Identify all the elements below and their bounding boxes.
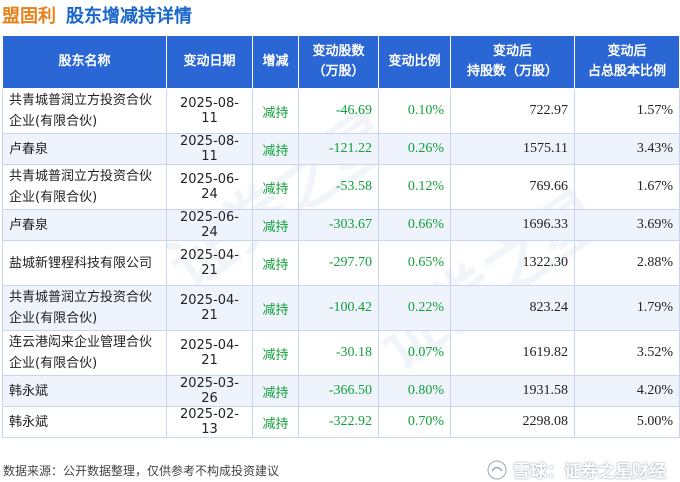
company-name: 盟固利 <box>2 6 56 27</box>
change-direction: 减持 <box>252 406 299 438</box>
changed-shares: -121.22 <box>298 133 379 165</box>
brand-text: 雪球：证券之星财经 <box>513 462 666 482</box>
holding-percentage: 3.52% <box>574 330 680 376</box>
table-row: 连云港闳来企业管理合伙企业(有限合伙) 2025-04-21 减持 -30.18 0.0… <box>2 330 680 376</box>
holdings-change-table: 股东名称 变动日期 增减 变动股数 （万股） 变动比例 变动后 持股数（万股） 变动… <box>2 35 680 438</box>
shares-after: 2298.08 <box>450 406 575 438</box>
change-ratio: 0.66% <box>378 209 451 241</box>
changed-shares: -366.50 <box>298 375 379 407</box>
shares-after: 1322.30 <box>450 240 575 286</box>
table-header-row: 股东名称 变动日期 增减 变动股数 （万股） 变动比例 变动后 持股数（万股） 变动… <box>2 35 680 89</box>
change-ratio: 0.10% <box>378 88 451 134</box>
change-date: 2025-04-21 <box>166 330 253 376</box>
shareholder-name: 卢春泉 <box>2 209 167 241</box>
holding-percentage: 1.67% <box>574 164 680 210</box>
changed-shares: -30.18 <box>298 330 379 376</box>
shareholder-name: 共青城普润立方投资合伙企业(有限合伙) <box>2 285 167 331</box>
change-date: 2025-06-24 <box>166 164 253 210</box>
change-ratio: 0.80% <box>378 375 451 407</box>
change-ratio: 0.12% <box>378 164 451 210</box>
shares-after: 1575.11 <box>450 133 575 165</box>
table-row: 共青城普润立方投资合伙企业(有限合伙) 2025-08-11 减持 -46.69 0.1… <box>2 88 680 134</box>
change-date: 2025-08-11 <box>166 88 253 134</box>
table-row: 共青城普润立方投资合伙企业(有限合伙) 2025-06-24 减持 -53.58 0.1… <box>2 164 680 210</box>
change-date: 2025-04-21 <box>166 285 253 331</box>
shareholder-name: 共青城普润立方投资合伙企业(有限合伙) <box>2 164 167 210</box>
shareholder-name: 盐城新锂程科技有限公司 <box>2 240 167 286</box>
column-header: 增减 <box>252 35 299 89</box>
table-row: 卢春泉 2025-06-24 减持 -303.67 0.66% 1696.33 3.69% <box>2 209 680 241</box>
holding-percentage: 5.00% <box>574 406 680 438</box>
table-row: 盐城新锂程科技有限公司 2025-04-21 减持 -297.70 0.65% 1322.… <box>2 240 680 286</box>
column-header: 变动后 持股数（万股） <box>450 35 575 89</box>
change-ratio: 0.22% <box>378 285 451 331</box>
column-header: 股东名称 <box>2 35 167 89</box>
shares-after: 823.24 <box>450 285 575 331</box>
change-ratio: 0.07% <box>378 330 451 376</box>
shares-after: 769.66 <box>450 164 575 210</box>
holding-percentage: 3.69% <box>574 209 680 241</box>
holding-percentage: 1.79% <box>574 285 680 331</box>
change-date: 2025-03-26 <box>166 375 253 407</box>
shares-after: 1696.33 <box>450 209 575 241</box>
change-direction: 减持 <box>252 240 299 286</box>
brand-watermark: 雪球：证券之星财经 <box>487 457 666 482</box>
change-date: 2025-06-24 <box>166 209 253 241</box>
shares-after: 1619.82 <box>450 330 575 376</box>
change-ratio: 0.70% <box>378 406 451 438</box>
changed-shares: -46.69 <box>298 88 379 134</box>
change-date: 2025-02-13 <box>166 406 253 438</box>
changed-shares: -53.58 <box>298 164 379 210</box>
shares-after: 722.97 <box>450 88 575 134</box>
column-header: 变动日期 <box>166 35 253 89</box>
shareholder-name: 卢春泉 <box>2 133 167 165</box>
changed-shares: -297.70 <box>298 240 379 286</box>
data-source-note: 数据来源：公开数据整理，仅供参考不构成投资建议 <box>3 464 280 478</box>
change-direction: 减持 <box>252 375 299 407</box>
change-direction: 减持 <box>252 285 299 331</box>
changed-shares: -322.92 <box>298 406 379 438</box>
shareholder-name: 连云港闳来企业管理合伙企业(有限合伙) <box>2 330 167 376</box>
change-direction: 减持 <box>252 164 299 210</box>
table-row: 韩永斌 2025-02-13 减持 -322.92 0.70% 2298.08 5.00% <box>2 406 680 438</box>
change-direction: 减持 <box>252 330 299 376</box>
table-row: 韩永斌 2025-03-26 减持 -366.50 0.80% 1931.58 4.20% <box>2 375 680 407</box>
page-title: 股东增减持详情 <box>66 6 192 27</box>
column-header: 变动比例 <box>378 35 451 89</box>
holding-percentage: 3.43% <box>574 133 680 165</box>
changed-shares: -100.42 <box>298 285 379 331</box>
page-header: 盟固利 股东增减持详情 <box>2 2 192 28</box>
shares-after: 1931.58 <box>450 375 575 407</box>
snowball-icon <box>487 460 507 479</box>
change-direction: 减持 <box>252 88 299 134</box>
shareholder-name: 韩永斌 <box>2 406 167 438</box>
changed-shares: -303.67 <box>298 209 379 241</box>
column-header: 变动后 占总股本比例 <box>574 35 680 89</box>
change-direction: 减持 <box>252 133 299 165</box>
holding-percentage: 2.88% <box>574 240 680 286</box>
column-header: 变动股数 （万股） <box>298 35 379 89</box>
table-row: 卢春泉 2025-08-11 减持 -121.22 0.26% 1575.11 3.43% <box>2 133 680 165</box>
change-date: 2025-04-21 <box>166 240 253 286</box>
shareholder-name: 韩永斌 <box>2 375 167 407</box>
change-ratio: 0.26% <box>378 133 451 165</box>
change-direction: 减持 <box>252 209 299 241</box>
shareholder-name: 共青城普润立方投资合伙企业(有限合伙) <box>2 88 167 134</box>
change-date: 2025-08-11 <box>166 133 253 165</box>
holding-percentage: 1.57% <box>574 88 680 134</box>
change-ratio: 0.65% <box>378 240 451 286</box>
table-row: 共青城普润立方投资合伙企业(有限合伙) 2025-04-21 减持 -100.42 0.… <box>2 285 680 331</box>
holding-percentage: 4.20% <box>574 375 680 407</box>
